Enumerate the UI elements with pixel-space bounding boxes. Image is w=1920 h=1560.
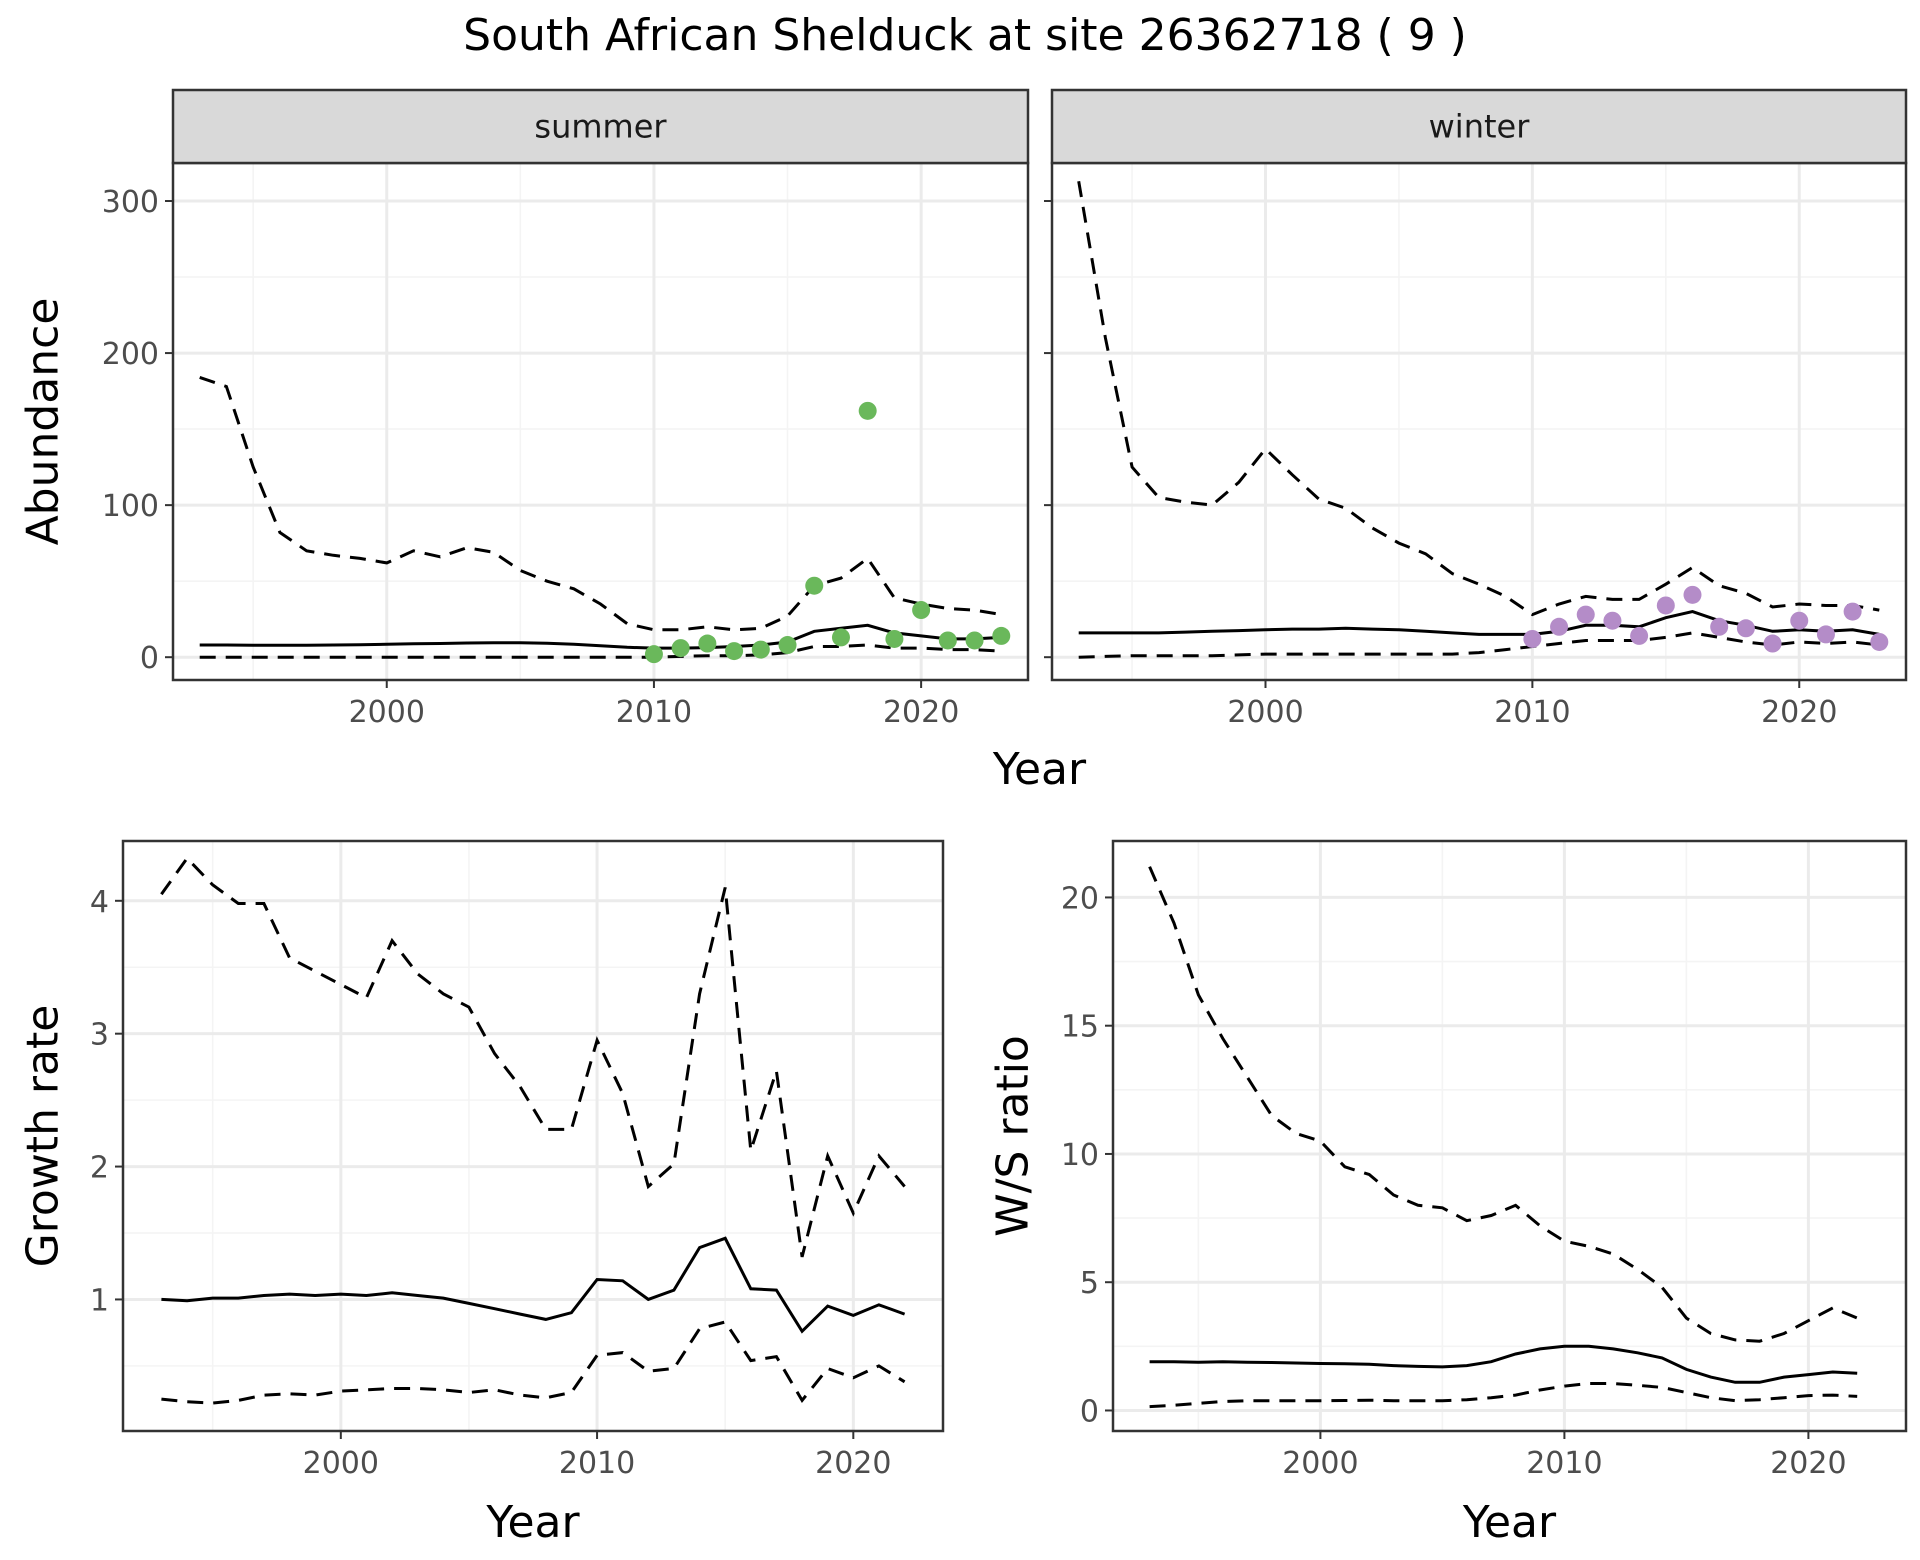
panel-summer: summer 2000 2010 2020 0 100 200 300 Abundance Yea… bbox=[17, 88, 1087, 795]
y-tick-label: 0 bbox=[140, 641, 159, 676]
y-tick-label: 5 bbox=[1080, 1266, 1099, 1301]
data-point bbox=[1790, 611, 1809, 630]
data-point bbox=[1683, 585, 1702, 604]
facet-strip bbox=[171, 88, 1030, 165]
series-line-mean bbox=[1149, 1344, 1858, 1384]
chart-title: South African Shelduck at site 26362718 … bbox=[463, 10, 1467, 61]
x-tick-label: 2020 bbox=[1770, 1446, 1846, 1481]
data-point bbox=[1523, 629, 1542, 648]
x-tick-label: 2000 bbox=[349, 695, 425, 730]
data-point bbox=[1710, 617, 1729, 636]
y-tick-label: 2 bbox=[90, 1151, 109, 1186]
x-tick-label: 2000 bbox=[1282, 1446, 1358, 1481]
x-axis-title: Year bbox=[485, 1497, 580, 1548]
data-point bbox=[805, 576, 824, 595]
data-point bbox=[1656, 596, 1675, 615]
y-tick-label: 300 bbox=[102, 185, 159, 220]
data-point bbox=[725, 642, 744, 661]
panel-border bbox=[1111, 839, 1908, 1433]
data-point bbox=[1736, 619, 1755, 638]
data-point bbox=[1576, 605, 1595, 624]
y-tick-label: 3 bbox=[90, 1018, 109, 1053]
x-tick-label: 2010 bbox=[616, 695, 692, 730]
facet-strip-label: winter bbox=[1429, 108, 1531, 146]
data-point bbox=[965, 631, 984, 650]
y-axis-title: Growth rate bbox=[17, 1005, 68, 1268]
series-line-upper bbox=[199, 375, 1002, 632]
x-tick-label: 2000 bbox=[1227, 695, 1303, 730]
data-point bbox=[912, 601, 931, 620]
x-tick-label: 2010 bbox=[559, 1446, 635, 1481]
data-point bbox=[1603, 611, 1622, 630]
y-tick-label: 100 bbox=[102, 489, 159, 524]
y-tick-label: 15 bbox=[1061, 1010, 1099, 1045]
series-line-lower bbox=[1149, 1382, 1858, 1409]
series-line-lower bbox=[199, 643, 1002, 659]
y-axis-title: Abundance bbox=[17, 298, 68, 546]
data-point bbox=[1870, 632, 1889, 651]
y-axis-title: W/S ratio bbox=[987, 1035, 1038, 1237]
panel-ws: 2000 2010 2020 0 5 10 15 20 W/S ratio Year bbox=[987, 839, 1908, 1548]
panel-border bbox=[121, 839, 945, 1433]
x-tick-label: 2010 bbox=[1494, 695, 1570, 730]
series-line-upper bbox=[1148, 866, 1858, 1343]
x-tick-label: 2020 bbox=[883, 695, 959, 730]
data-point bbox=[885, 629, 904, 648]
panel-winter: winter 2000 2010 2020 bbox=[1044, 88, 1908, 730]
data-point bbox=[778, 636, 797, 655]
x-axis-title: Year bbox=[1462, 1497, 1557, 1548]
data-point bbox=[831, 628, 850, 647]
data-point bbox=[858, 401, 877, 420]
data-point bbox=[1550, 617, 1569, 636]
panel-border bbox=[1050, 161, 1908, 682]
series-line-lower bbox=[1078, 631, 1880, 659]
x-tick-label: 2010 bbox=[1526, 1446, 1602, 1481]
y-tick-label: 1 bbox=[90, 1283, 109, 1318]
data-point bbox=[698, 634, 717, 653]
x-axis-title: Year bbox=[992, 744, 1087, 795]
data-point bbox=[644, 645, 663, 664]
y-tick-label: 200 bbox=[102, 337, 159, 372]
data-point bbox=[1630, 626, 1649, 645]
series-line-mean bbox=[199, 623, 1002, 650]
x-tick-label: 2020 bbox=[815, 1446, 891, 1481]
data-point bbox=[1816, 625, 1835, 644]
data-point bbox=[671, 639, 690, 658]
y-tick-label: 0 bbox=[1080, 1394, 1099, 1429]
x-tick-label: 2020 bbox=[1761, 695, 1837, 730]
facet-strip-label: summer bbox=[534, 108, 667, 146]
data-point bbox=[992, 626, 1011, 645]
series-line-mean bbox=[1078, 610, 1880, 636]
facet-strip bbox=[1050, 88, 1908, 165]
y-tick-label: 10 bbox=[1061, 1138, 1099, 1173]
panel-growth: 2000 2010 2020 1 2 3 4 Growth rate Year bbox=[17, 839, 945, 1548]
y-tick-label: 20 bbox=[1061, 881, 1099, 916]
data-point bbox=[938, 631, 957, 650]
data-point bbox=[1843, 602, 1862, 621]
y-tick-label: 4 bbox=[90, 885, 109, 920]
series-line-upper bbox=[160, 855, 906, 1258]
x-tick-label: 2000 bbox=[303, 1446, 379, 1481]
data-point bbox=[1763, 634, 1782, 653]
data-point bbox=[751, 640, 770, 659]
series-line-mean bbox=[161, 1236, 906, 1334]
series-line-upper bbox=[1077, 180, 1880, 617]
series-line-lower bbox=[161, 1320, 906, 1405]
